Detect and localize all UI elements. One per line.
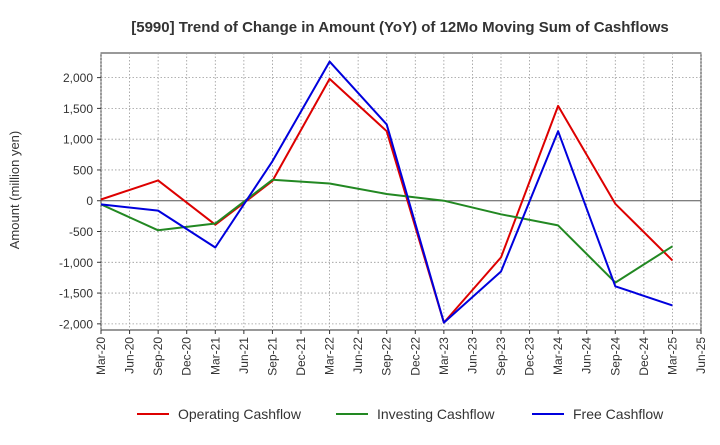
y-tick-label: 500 [73,163,93,177]
y-tick-label: -2,000 [59,317,93,331]
chart-title: [5990] Trend of Change in Amount (YoY) o… [131,19,669,36]
x-tick-label: Sep-23 [494,337,508,376]
x-tick-label: Mar-24 [551,337,565,375]
x-axis-ticks: Mar-20 Jun-20 Sep-20 Dec-20 Mar-21 Jun-21 Sep-… [94,330,708,376]
y-tick-label: 1,000 [63,133,93,147]
x-tick-label: Jun-23 [465,337,479,374]
x-tick-label: Dec-24 [637,337,651,376]
y-axis-label: Amount (million yen) [7,131,22,250]
y-tick-label: -1,000 [59,256,93,270]
x-tick-label: Mar-21 [208,337,222,375]
plot-area [100,52,702,331]
x-tick-label: Dec-21 [294,337,308,376]
x-tick-label: Jun-21 [237,337,251,374]
grid-lines [100,53,702,330]
series-lines [100,60,674,324]
x-tick-label: Mar-25 [665,337,679,375]
legend-label: Free Cashflow [573,406,664,422]
x-tick-label: Sep-21 [265,337,279,376]
series-line-operating-cashflow [100,77,674,324]
x-tick-label: Sep-20 [151,337,165,376]
series-line-investing-cashflow [100,178,673,284]
y-tick-label: -500 [69,225,93,239]
legend: Operating Cashflow Investing Cashflow Free… [137,406,664,422]
x-tick-label: Sep-24 [608,337,622,376]
x-tick-label: Mar-22 [323,337,337,375]
y-tick-label: 0 [86,194,93,208]
legend-label: Operating Cashflow [178,406,302,422]
x-tick-label: Dec-20 [180,337,194,376]
x-tick-label: Mar-20 [94,337,108,375]
y-tick-label: -1,500 [59,287,93,301]
x-tick-label: Jun-22 [351,337,365,374]
x-tick-label: Mar-23 [437,337,451,375]
x-tick-label: Dec-23 [523,337,537,376]
x-tick-label: Jun-25 [694,337,708,374]
x-tick-label: Jun-24 [580,337,594,374]
x-tick-label: Jun-20 [123,337,137,374]
x-tick-label: Dec-22 [408,337,422,376]
y-tick-label: 1,500 [63,102,93,116]
legend-label: Investing Cashflow [377,406,495,422]
y-tick-label: 2,000 [63,71,93,85]
plot-frame [100,52,702,331]
x-tick-label: Sep-22 [380,337,394,376]
series-line-free-cashflow [100,60,673,324]
y-axis-ticks: -2,000 -1,500 -1,000 -500 0 500 1,000 1,500 2,00… [59,71,101,331]
